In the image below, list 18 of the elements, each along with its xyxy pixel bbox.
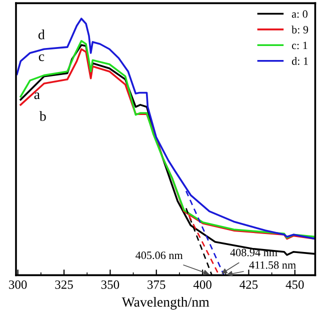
annotation: 405.06 nm (136, 252, 183, 260)
legend-label: c: 1 (292, 42, 308, 50)
annotation: c (38, 54, 44, 62)
legend-label: a: 0 (292, 10, 308, 18)
x-tick-label: 350 (101, 280, 120, 289)
x-tick-label: 375 (148, 280, 166, 289)
legend-label: d: 1 (292, 57, 308, 65)
x-tick-label: 400 (193, 280, 212, 289)
annotation: b (39, 111, 46, 121)
legend-label: b: 9 (292, 26, 308, 34)
annotation: d (38, 30, 45, 40)
x-axis-title: Wavelength/nm (122, 296, 210, 310)
annotation: a (34, 92, 40, 100)
x-tick-label: 450 (286, 280, 304, 289)
x-tick-label: 300 (9, 280, 27, 289)
annotation: 411.58 nm (249, 261, 296, 269)
x-tick-label: 425 (240, 280, 258, 289)
x-tick-label: 325 (55, 280, 73, 289)
